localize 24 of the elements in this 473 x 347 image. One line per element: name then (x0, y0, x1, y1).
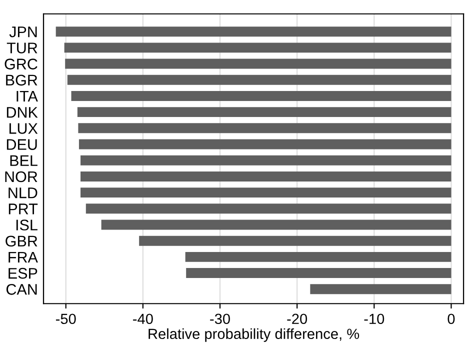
y-tick-label: FRA (8, 252, 38, 262)
x-tick-label: -20 (287, 314, 308, 324)
y-tick-label: CAN (6, 284, 37, 295)
y-tick-label: BGR (6, 74, 38, 86)
x-tick-label: 0 (448, 314, 455, 324)
y-tick-label: DEU (6, 139, 37, 150)
y-tick-label: ISL (16, 220, 38, 230)
x-tick-label: -30 (210, 314, 230, 324)
y-tick-label: NOR (5, 171, 38, 182)
y-tick-label: TUR (6, 42, 38, 54)
x-tick-label: -10 (364, 314, 384, 324)
y-tick-label: JPN (9, 26, 37, 38)
y-tick-label: BEL (10, 155, 38, 166)
y-tick-label: LUX (9, 123, 38, 134)
y-tick-label: GRC (4, 58, 38, 70)
x-tick-label: -40 (133, 314, 153, 324)
y-tick-label: ESP (8, 268, 38, 279)
y-tick-label: DNK (6, 107, 38, 118)
y-tick-label: ITA (16, 91, 38, 102)
x-axis-title: Relative probability difference, % (148, 328, 360, 342)
y-tick-label: PRT (8, 204, 38, 214)
x-tick-label: -50 (56, 314, 76, 324)
y-tick-label: GBR (6, 236, 38, 247)
y-tick-label: NLD (8, 188, 38, 198)
